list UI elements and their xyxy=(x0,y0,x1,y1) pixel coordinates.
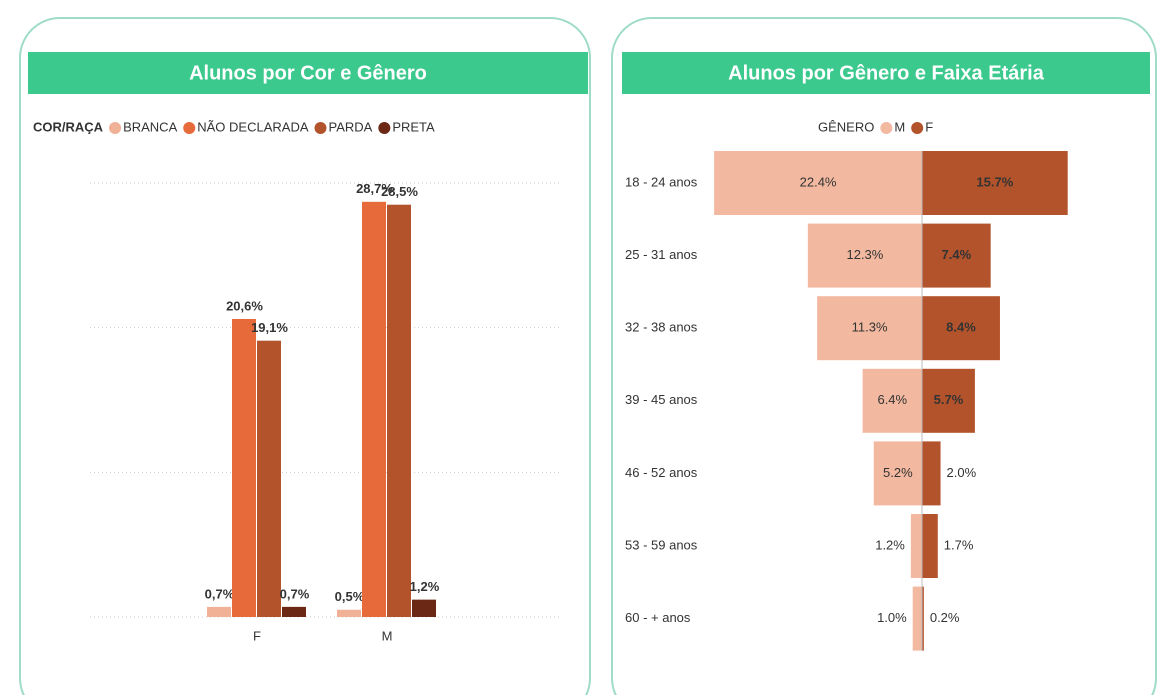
bar xyxy=(922,441,941,506)
y-tick-label: 39 - 45 anos xyxy=(625,392,698,407)
data-label: 1.2% xyxy=(875,537,905,552)
bar xyxy=(922,586,924,651)
bar xyxy=(807,223,922,288)
bar xyxy=(922,514,938,578)
data-label: 1,2% xyxy=(410,579,440,594)
bar xyxy=(282,606,306,617)
bar xyxy=(714,151,922,215)
data-label: 20,6% xyxy=(226,298,263,313)
chart-title: Alunos por Cor e Gênero xyxy=(189,62,427,84)
data-label: 5.7% xyxy=(934,392,964,407)
chart-title: Alunos por Gênero e Faixa Etária xyxy=(728,62,1045,84)
bar xyxy=(912,586,922,651)
data-label: 8.4% xyxy=(946,320,976,335)
legend-title: GÊNERO xyxy=(818,119,874,134)
data-label: 0,7% xyxy=(205,586,235,601)
legend-label: BRANCA xyxy=(123,119,178,134)
y-tick-label: 18 - 24 anos xyxy=(625,174,698,189)
legend-marker xyxy=(314,122,327,134)
legend-label: F xyxy=(925,119,933,134)
data-label: 6.4% xyxy=(877,392,907,407)
legend-marker xyxy=(911,122,924,134)
bar xyxy=(862,368,922,433)
bar xyxy=(817,296,922,361)
legend-marker xyxy=(378,122,391,134)
data-label: 0.2% xyxy=(930,610,960,625)
legend-marker xyxy=(109,122,122,134)
data-label: 19,1% xyxy=(251,320,288,335)
bar xyxy=(257,340,281,617)
data-label: 28,5% xyxy=(381,184,418,199)
legend-label: PRETA xyxy=(392,119,435,134)
bar xyxy=(232,318,256,617)
bar xyxy=(922,368,975,433)
y-tick-label: 60 - + anos xyxy=(625,610,691,625)
legend-label: M xyxy=(894,119,905,134)
bar xyxy=(922,296,1000,361)
header-bar xyxy=(28,52,588,94)
y-tick-label: 46 - 52 anos xyxy=(625,465,698,480)
bar xyxy=(207,606,231,617)
y-tick-label: 32 - 38 anos xyxy=(625,320,698,335)
bar xyxy=(922,151,1068,215)
data-label: 1.0% xyxy=(877,610,907,625)
data-label: 28,7% xyxy=(356,181,393,196)
x-tick-label: F xyxy=(253,628,261,643)
data-label: 5.2% xyxy=(883,465,913,480)
data-label: 11.3% xyxy=(852,320,888,335)
bar xyxy=(387,204,411,617)
data-label: 15.7% xyxy=(976,174,1013,189)
header-bar xyxy=(622,52,1150,94)
y-tick-label: 53 - 59 anos xyxy=(625,537,698,552)
legend-marker xyxy=(183,122,196,134)
legend-label: PARDA xyxy=(329,119,373,134)
data-label: 2.0% xyxy=(947,465,977,480)
legend-marker xyxy=(880,122,893,134)
bar xyxy=(873,441,922,506)
data-label: 0,7% xyxy=(280,586,310,601)
bar xyxy=(337,609,361,617)
legend-title: COR/RAÇA xyxy=(33,119,104,134)
y-tick-label: 25 - 31 anos xyxy=(625,247,698,262)
data-label: 1.7% xyxy=(944,537,974,552)
data-label: 7.4% xyxy=(942,247,972,262)
bar xyxy=(910,514,922,578)
panel xyxy=(19,17,591,695)
legend-label: NÃO DECLARADA xyxy=(197,119,309,134)
data-label: 0,5% xyxy=(335,589,365,604)
data-label: 22.4% xyxy=(800,174,837,189)
bar xyxy=(362,201,386,617)
data-label: 12.3% xyxy=(846,247,883,262)
bar xyxy=(412,599,436,617)
x-tick-label: M xyxy=(382,628,393,643)
bar xyxy=(922,223,991,288)
